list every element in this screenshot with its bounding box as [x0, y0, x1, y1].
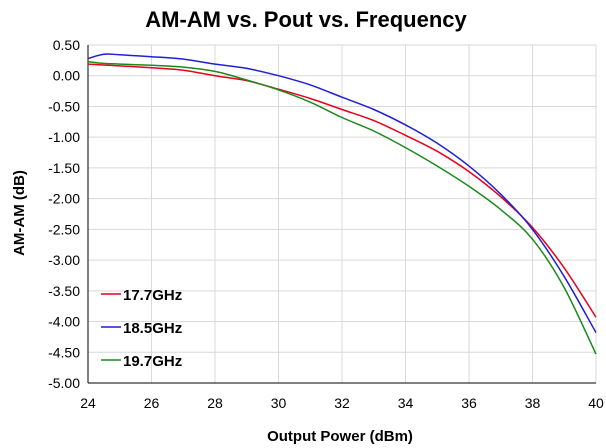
- y-tick-label: -2.00: [48, 191, 80, 207]
- y-tick-label: 0.50: [53, 37, 80, 53]
- series-line-19-7ghz: [87, 60, 597, 355]
- x-tick-label: 24: [80, 395, 96, 411]
- legend: 17.7GHz 18.5GHz 19.7GHz: [101, 287, 182, 370]
- x-tick-label: 36: [461, 395, 477, 411]
- legend-label: 17.7GHz: [123, 287, 182, 304]
- x-tick-label: 38: [525, 395, 541, 411]
- y-tick-label: -0.50: [48, 98, 80, 114]
- y-tick-label: -1.00: [48, 129, 80, 145]
- chart-title: AM-AM vs. Pout vs. Frequency: [145, 7, 467, 32]
- y-tick-label: -3.00: [48, 252, 80, 268]
- x-tick-label: 28: [207, 395, 223, 411]
- series-line-18-5ghz: [87, 53, 597, 333]
- y-tick-label: -4.00: [48, 314, 80, 330]
- y-axis-title: AM-AM (dB): [11, 170, 28, 256]
- y-tick-label: -4.50: [48, 344, 80, 360]
- y-tick-label: -1.50: [48, 160, 80, 176]
- y-tick-label: -5.00: [48, 375, 80, 391]
- series-layer: [87, 53, 597, 355]
- x-tick-label: 34: [398, 395, 414, 411]
- x-axis-title: Output Power (dBm): [267, 428, 413, 445]
- x-tick-label: 32: [334, 395, 350, 411]
- y-tick-label: -3.50: [48, 283, 80, 299]
- y-tick-label: -2.50: [48, 221, 80, 237]
- legend-label: 18.5GHz: [123, 320, 182, 337]
- x-tick-label: 26: [144, 395, 160, 411]
- legend-label: 19.7GHz: [123, 353, 182, 370]
- y-tick-label: 0.00: [53, 68, 80, 84]
- axes: 0.50 0.00 -0.50 -1.00 -1.50 -2.00 -2.50 -3.00 -3…: [48, 37, 604, 411]
- series-line-17-7ghz: [87, 63, 597, 318]
- x-tick-label: 30: [271, 395, 287, 411]
- x-tick-label: 40: [588, 395, 604, 411]
